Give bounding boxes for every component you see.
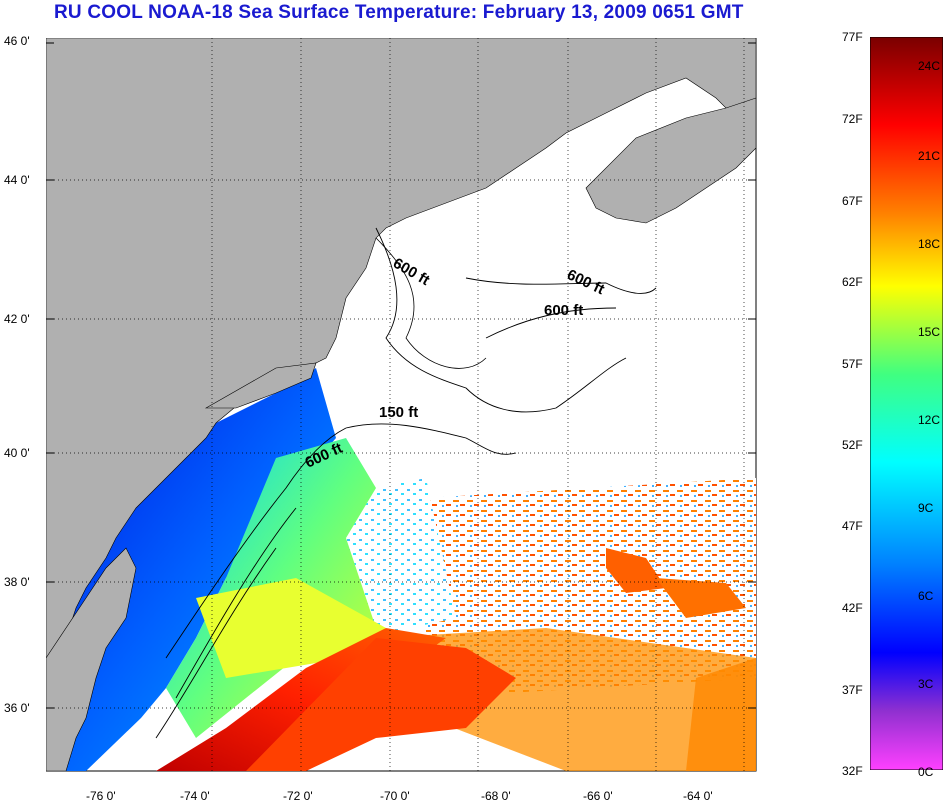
land-mainland [46,38,757,659]
land-long-island [204,362,317,409]
colorbar-c-label: 0C [918,765,934,779]
land [46,38,757,772]
colorbar-f-label: 57F [842,357,863,371]
colorbar-c-label: 9C [918,501,934,515]
colorbar-c-label: 15C [918,325,941,339]
frame-ticks [46,42,756,709]
sst-field [46,368,756,771]
lon-label: -76 0' [86,789,116,803]
contour-labels: 600 ft 600 ft 600 ft 150 ft 600 ft [303,255,608,472]
colorbar-f-label: 42F [842,601,863,615]
colorbar-c-label: 21C [918,149,941,163]
temperature-colorbar [870,37,943,770]
colorbar-f-label: 67F [842,194,863,208]
colorbar-c-label: 24C [918,59,941,73]
contour-label: 150 ft [379,404,418,421]
colorbar-c-label: 3C [918,677,934,691]
sargasso-speckle [686,658,756,771]
lon-label: -68 0' [481,789,511,803]
colorbar-f-label: 47F [842,519,863,533]
colorbar-f-label: 77F [842,30,863,44]
colorbar-c-label: 12C [918,413,941,427]
sst-map[interactable]: 600 ft 600 ft 600 ft 150 ft 600 ft [46,38,766,778]
land-delmarva [46,547,137,772]
warm-eddy-1 [606,548,666,593]
lon-label: -74 0' [180,789,210,803]
shelf-cold-water [46,368,336,771]
colorbar-f-label: 32F [842,764,863,778]
colorbar-c-label: 6C [918,589,934,603]
page-title: RU COOL NOAA-18 Sea Surface Temperature:… [54,2,744,23]
colorbar-f-label: 62F [842,275,863,289]
lat-label: 36 0' [4,701,30,715]
lon-label: -72 0' [283,789,313,803]
land-nova-scotia [585,97,757,224]
gulf-of-maine-coast [375,237,487,369]
lat-label: 44 0' [4,173,30,187]
colorbar-c-label: 18C [918,237,941,251]
lat-label: 46 0' [4,34,30,48]
lon-label: -66 0' [583,789,613,803]
lat-label: 38 0' [4,575,30,589]
gulf-stream-south [246,638,516,771]
colorbar-f-label: 37F [842,683,863,697]
bathymetry-contours [155,227,657,739]
lon-label: -64 0' [683,789,713,803]
contour-label: 600 ft [544,302,583,319]
colorbar-f-label: 72F [842,112,863,126]
lon-label: -70 0' [380,789,410,803]
lat-label: 42 0' [4,312,30,326]
colorbar-f-label: 52F [842,438,863,452]
lat-label: 40 0' [4,446,30,460]
warm-eddy-2 [656,578,746,618]
